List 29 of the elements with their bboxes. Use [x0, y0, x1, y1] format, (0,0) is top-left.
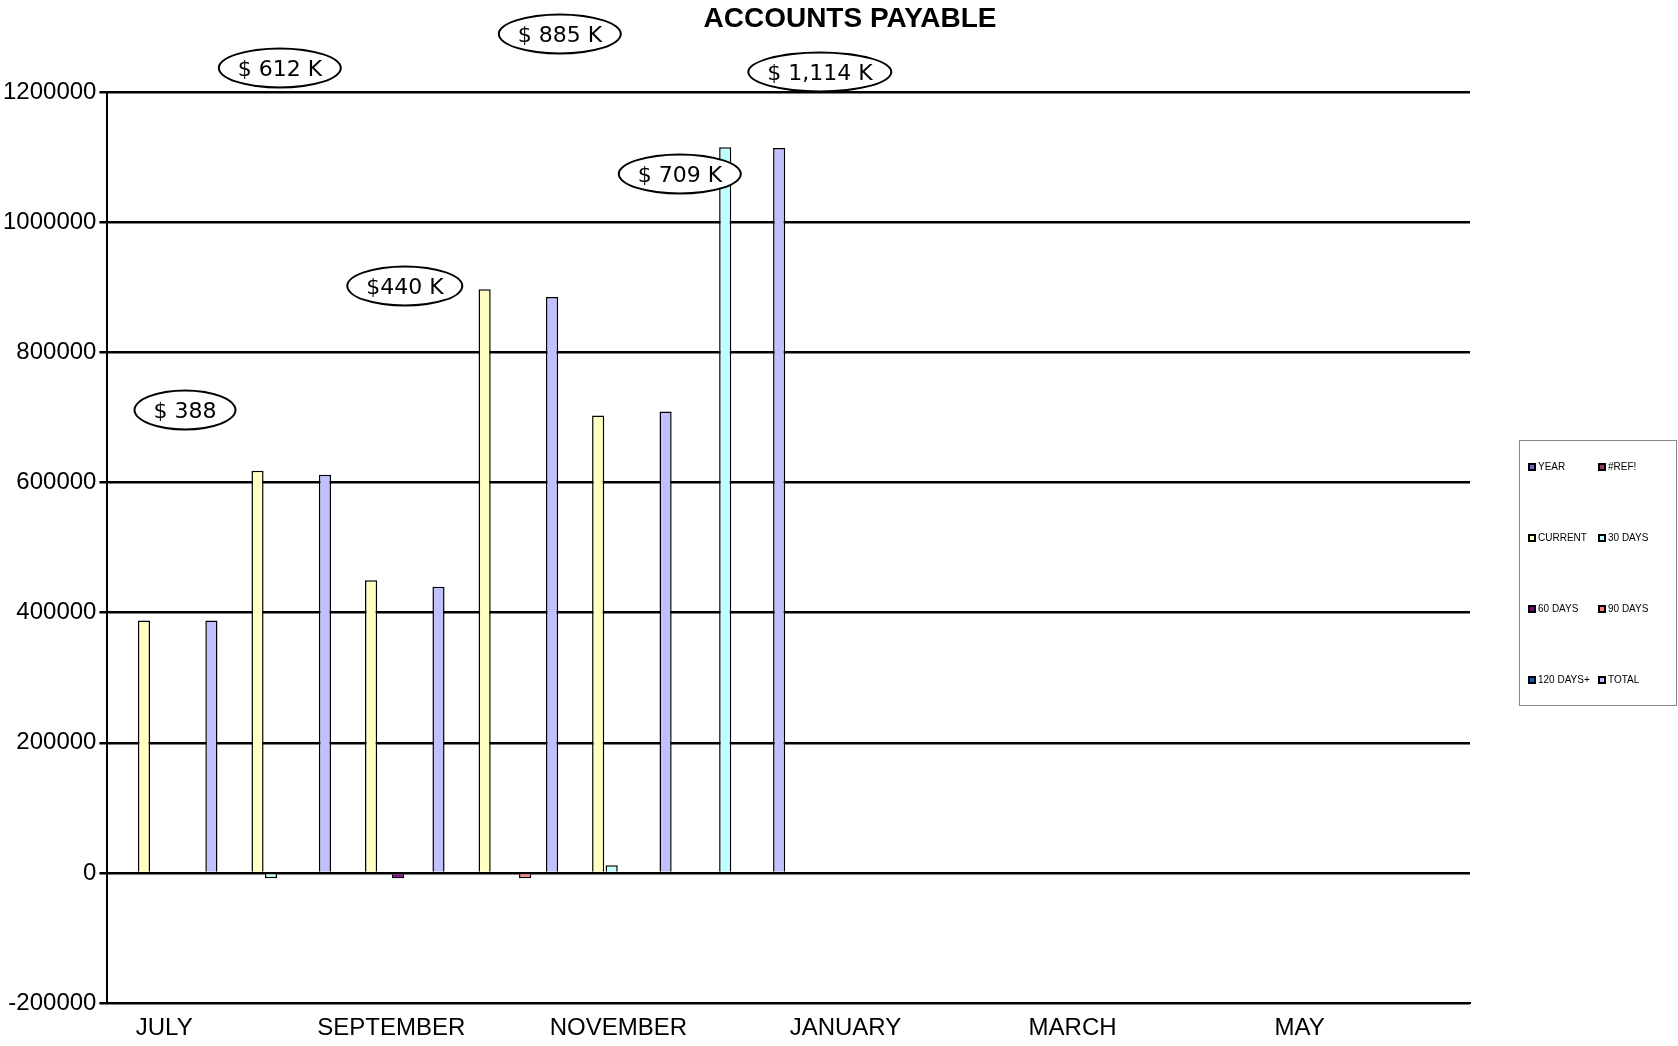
- y-tick-label: 600000: [16, 467, 97, 495]
- text: $ 612 K: [217, 47, 343, 89]
- legend-label: CURRENT: [1538, 532, 1587, 543]
- y-tick-label: 1200000: [3, 76, 97, 104]
- y-tick-label: 0: [83, 857, 97, 885]
- legend-label: 120 DAYS+: [1538, 674, 1590, 685]
- legend-label: YEAR: [1538, 461, 1566, 472]
- y-tick-label: -200000: [8, 987, 97, 1015]
- x-tick-label: MAY: [1274, 1013, 1325, 1041]
- legend-label: 30 DAYS: [1608, 532, 1649, 543]
- legend-label: TOTAL: [1608, 674, 1640, 685]
- y-tick-label: 400000: [16, 597, 97, 625]
- x-tick-label: JANUARY: [789, 1013, 902, 1041]
- legend-label: #REF!: [1608, 461, 1637, 472]
- text: $ 1,114 K: [747, 51, 893, 93]
- legend-label: 90 DAYS: [1608, 603, 1649, 614]
- y-tick-label: 1000000: [3, 206, 97, 234]
- x-tick-label: NOVEMBER: [549, 1013, 688, 1041]
- annotation: $440 K: [346, 265, 464, 307]
- x-tick-label: SEPTEMBER: [317, 1013, 466, 1041]
- chart-title: ACCOUNTS PAYABLE: [703, 2, 997, 33]
- y-tick-label: 200000: [16, 727, 97, 755]
- x-tick-label: JULY: [135, 1013, 193, 1041]
- legend-label: 60 DAYS: [1538, 603, 1579, 614]
- y-tick-label: 800000: [16, 336, 97, 364]
- annotation: $ 709 K: [617, 153, 743, 195]
- x-tick-label: MARCH: [1028, 1013, 1117, 1041]
- text: $ 885 K: [497, 13, 623, 55]
- annotation: $ 388: [133, 389, 237, 431]
